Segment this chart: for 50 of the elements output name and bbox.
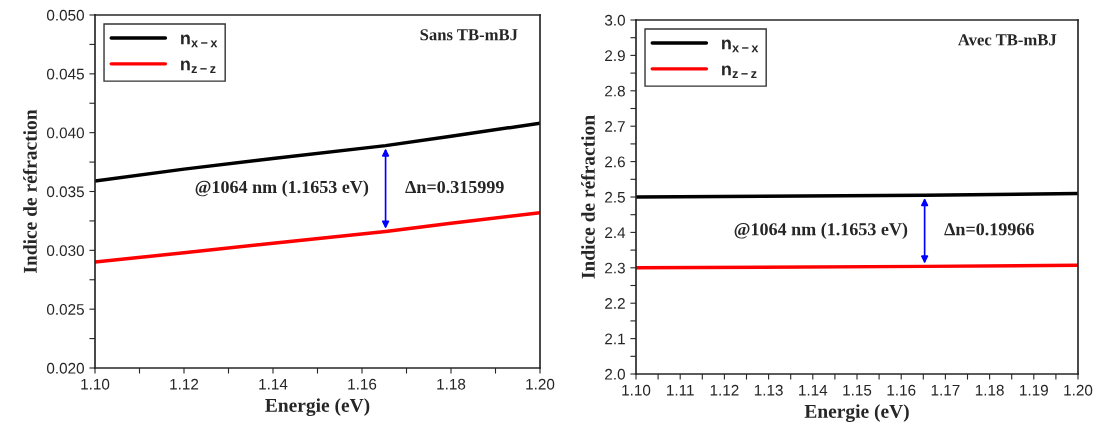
legend-label: n$_{x−x}$ — [722, 39, 759, 53]
y-tick-label: 0.035 — [46, 186, 84, 198]
x-tick-label: 1.15 — [843, 384, 872, 396]
x-tick-label: 1.16 — [348, 378, 377, 390]
x-tick-label: 1.14 — [259, 378, 288, 390]
y-tick-label: 2.1 — [605, 333, 625, 345]
x-tick-label: 1.20 — [526, 378, 555, 390]
annotation: @1064 nm (1.1653 eV) — [195, 180, 369, 197]
x-tick-label: 1.19 — [1020, 384, 1048, 396]
x-tick-label: 1.10 — [622, 384, 651, 396]
x-axis-title: Energie (eV) — [265, 398, 370, 416]
line-series — [95, 210, 540, 264]
x-tick-label: 1.13 — [754, 384, 783, 396]
x-tick-label: 1.16 — [887, 384, 916, 396]
y-tick-label: 0.050 — [46, 9, 84, 21]
legend-label: n$_{z−z}$ — [181, 60, 216, 74]
y-tick-label: 3.0 — [604, 14, 625, 26]
y-tick-label: 2.7 — [605, 121, 625, 132]
legend-label: n$_{z−z}$ — [722, 65, 757, 79]
x-tick-label: 1.11 — [667, 384, 694, 396]
y-tick-label: 2.3 — [605, 262, 625, 274]
y-tick-label: 2.9 — [605, 50, 625, 62]
y-tick-label: 2.5 — [605, 191, 625, 203]
annotation: @1064 nm (1.1653 eV) — [734, 222, 908, 239]
x-axis-title: Energie (eV) — [804, 404, 909, 422]
x-tick-label: 1.12 — [710, 384, 739, 396]
annotation: Δn=0.19966 — [944, 223, 1034, 236]
y-tick-label: 0.045 — [46, 68, 84, 80]
x-tick-label: 1.20 — [1064, 384, 1093, 396]
y-tick-label: 0.025 — [46, 304, 84, 315]
x-tick-label: 1.12 — [170, 378, 199, 390]
x-tick-label: 1.14 — [799, 384, 828, 396]
x-tick-label: 1.18 — [437, 378, 466, 390]
y-tick-label: 0.020 — [46, 362, 84, 374]
x-tick-label: 1.18 — [975, 384, 1004, 396]
y-tick-label: 0.040 — [46, 127, 84, 139]
y-tick-label: 2.0 — [605, 368, 625, 380]
x-tick-label: 1.10 — [81, 378, 110, 390]
annotation: Sans TB-mBJ — [420, 29, 518, 41]
annotation: Δn=0.315999 — [405, 180, 504, 194]
y-tick-label: 2.4 — [605, 227, 626, 238]
y-axis-title: Indice de réfraction — [580, 115, 595, 279]
annotation: Avec TB-mBJ — [957, 34, 1057, 46]
legend-label: n$_{x−x}$ — [181, 34, 218, 48]
y-tick-label: 2.2 — [605, 298, 625, 309]
y-tick-label: 0.030 — [46, 245, 84, 257]
y-tick-label: 2.6 — [605, 156, 625, 168]
y-tick-label: 2.8 — [605, 85, 625, 97]
y-axis-title: Indice de réfraction — [22, 109, 37, 273]
x-tick-label: 1.17 — [931, 384, 960, 396]
